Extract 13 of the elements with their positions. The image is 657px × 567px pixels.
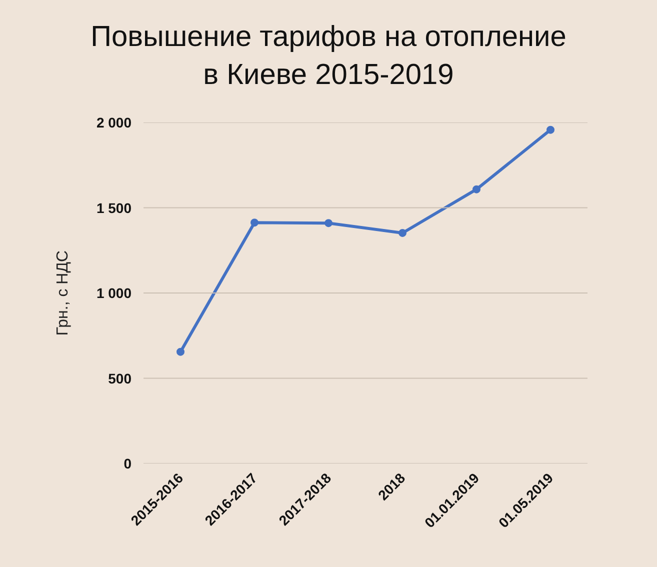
point — [398, 228, 406, 237]
y-axis-title: Грн., с НДС — [54, 250, 72, 336]
point — [324, 219, 332, 228]
y-tick-label: 0 — [124, 456, 132, 472]
point — [546, 126, 554, 134]
y-tick-label: 1 500 — [96, 200, 132, 216]
point — [472, 185, 480, 194]
y-tick-label: 500 — [108, 370, 132, 386]
y-tick-label: 1 000 — [96, 285, 132, 301]
point — [250, 218, 258, 227]
chart-title: Повышение тарифов на отопление в Киеве 2015-2019 — [90, 20, 566, 93]
point — [176, 348, 184, 356]
y-tick-label: 2 000 — [96, 114, 132, 130]
